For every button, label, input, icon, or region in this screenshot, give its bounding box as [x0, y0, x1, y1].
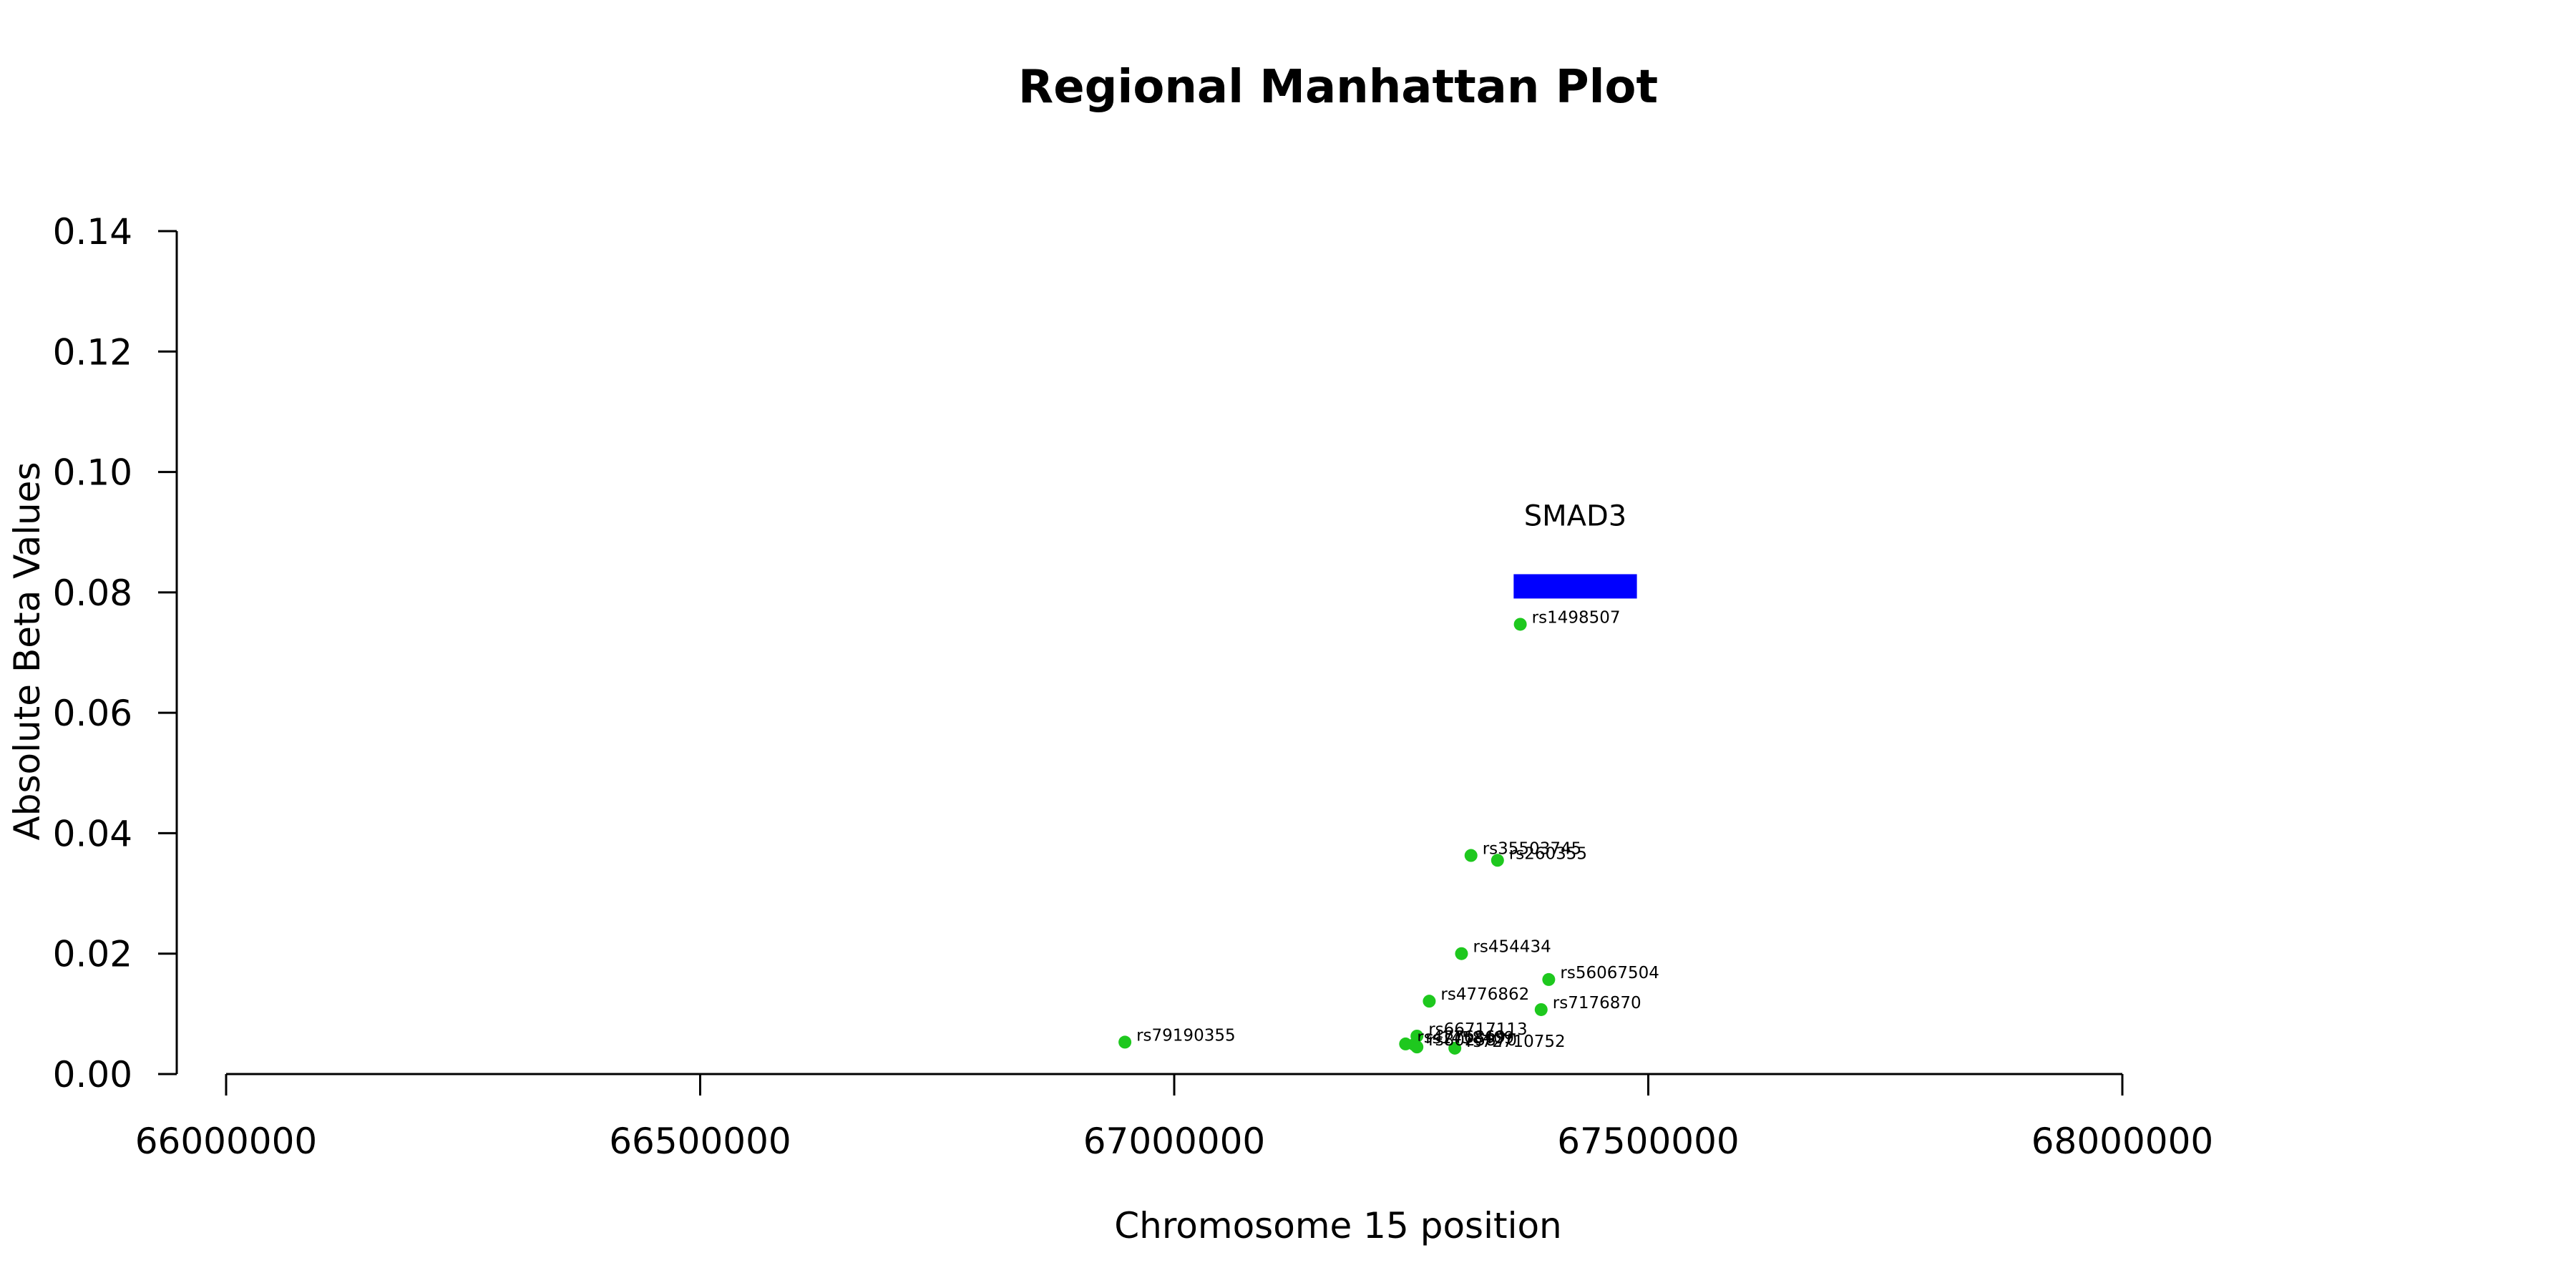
snp-label: rs79190355: [1136, 1026, 1236, 1045]
snp-label: rs56067504: [1560, 964, 1659, 982]
gene-track: SMAD3: [1513, 499, 1637, 599]
snp-label: rs72710752: [1466, 1033, 1566, 1051]
y-tick-label: 0.10: [53, 452, 132, 494]
snp-label: rs4776862: [1440, 985, 1529, 1004]
snp-point: [1464, 849, 1478, 862]
snp-point: [1491, 854, 1504, 867]
snp-label: rs66717113: [1428, 1020, 1528, 1039]
snp-point: [1542, 972, 1556, 986]
snp-label: rs260355: [1509, 844, 1587, 863]
gene-label: SMAD3: [1524, 499, 1627, 532]
snp-label: rs7176870: [1553, 994, 1641, 1013]
snp-label: rs454434: [1473, 938, 1551, 957]
snp-point: [1534, 1002, 1548, 1016]
snp-point: [1399, 1037, 1413, 1050]
y-tick-label: 0.00: [53, 1054, 132, 1096]
snp-point: [1118, 1035, 1132, 1049]
x-tick-label: 66500000: [609, 1121, 791, 1162]
snp-label: rs8025870: [1428, 1031, 1517, 1050]
y-axis: 0.00 0.02 0.04 0.06 0.08 0.10 0.12 0.14: [53, 211, 178, 1096]
y-tick-label: 0.12: [53, 331, 132, 373]
x-tick-label: 66000000: [135, 1121, 318, 1162]
snp-point: [1423, 995, 1436, 1008]
snp-label: rs1498507: [1532, 608, 1621, 627]
y-tick-label: 0.04: [53, 813, 132, 854]
snp-point: [1455, 947, 1468, 960]
y-tick-label: 0.06: [53, 693, 132, 734]
y-tick-label: 0.02: [53, 934, 132, 975]
x-axis-label: Chromosome 15 position: [1114, 1205, 1562, 1246]
chart-title: Regional Manhattan Plot: [1018, 61, 1658, 114]
x-axis: 66000000 66500000 67000000 67500000 68000000: [135, 1073, 2214, 1162]
x-tick-label: 67500000: [1557, 1121, 1740, 1162]
x-tick-label: 68000000: [2031, 1121, 2214, 1162]
snp-label: rs4776869: [1417, 1028, 1506, 1047]
y-tick-label: 0.14: [53, 211, 132, 253]
gene-bar: [1513, 574, 1637, 599]
y-axis-label: Absolute Beta Values: [6, 462, 48, 841]
snp-point: [1410, 1040, 1424, 1054]
data-points: rs79190355rs1498507rs35503745rs260355rs4…: [1118, 608, 1659, 1055]
snp-point: [1448, 1041, 1462, 1055]
snp-label: rs1458409: [1425, 1029, 1514, 1048]
y-tick-label: 0.08: [53, 572, 132, 614]
x-tick-label: 67000000: [1083, 1121, 1266, 1162]
snp-point: [1513, 618, 1527, 631]
